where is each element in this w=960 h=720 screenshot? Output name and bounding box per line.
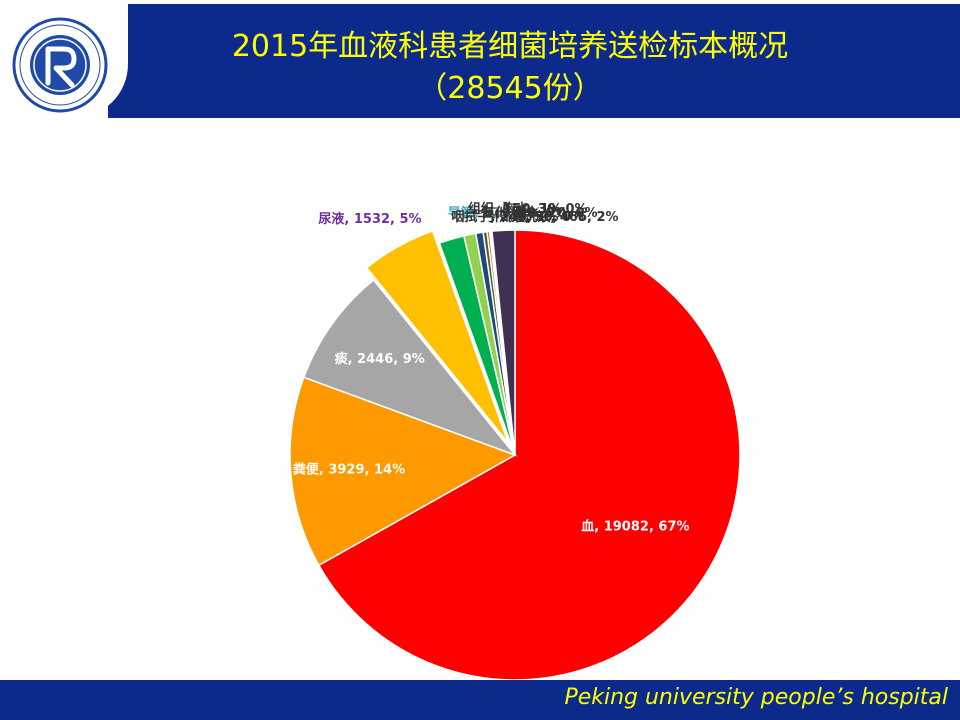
- pie-label-7: 其他, 80, 0%: [482, 205, 567, 221]
- slide-header: 2015年血液科患者细菌培养送检标本概况 （28545份）: [0, 0, 960, 118]
- pie-slice-2: [302, 278, 518, 457]
- pie-label-4: 导管, 515, 2%: [448, 205, 542, 221]
- pie-label-3: 尿液, 1532, 5%: [318, 211, 421, 227]
- pie-label-5: 咽拭子, 245, 1%: [451, 209, 558, 225]
- logo-plate: [0, 0, 128, 118]
- slide-subtitle: （28545份）: [417, 71, 603, 106]
- pie-label-8: 引流液, 50, 0%: [486, 209, 584, 225]
- header-band: [108, 4, 960, 118]
- footer-text: Peking university people’s hospital: [564, 685, 948, 710]
- pie-label-10: 腹水, 20, 0%: [512, 205, 597, 221]
- pie-label-11: 灌洗液, 466, 2%: [511, 209, 618, 225]
- pie-slice-1: [289, 376, 517, 567]
- pie-slice-11: [491, 229, 516, 456]
- slide-title: 2015年血液科患者细菌培养送检标本概况: [231, 29, 789, 64]
- pie-label-0: 血, 19082, 67%: [581, 518, 689, 534]
- pie-label-2: 痰, 2446, 9%: [335, 351, 425, 367]
- footer-band: Peking university people’s hospital: [0, 680, 960, 720]
- pie-label-9: 胸水, 30, 0%: [502, 201, 587, 217]
- hospital-logo: [12, 17, 108, 113]
- pie-chart: 血, 19082, 67% 粪便, 3929, 14% 痰, 2446, 9% 尿液,…: [289, 201, 741, 680]
- pie-slice-3: [365, 229, 509, 444]
- pie-slice-0: [317, 229, 741, 680]
- pie-chart-area: 血, 19082, 67% 粪便, 3929, 14% 痰, 2446, 9% 尿液,…: [0, 118, 960, 680]
- pie-label-1: 粪便, 3929, 14%: [293, 461, 405, 477]
- pie-label-6: 组织, 150, 1%: [468, 201, 562, 217]
